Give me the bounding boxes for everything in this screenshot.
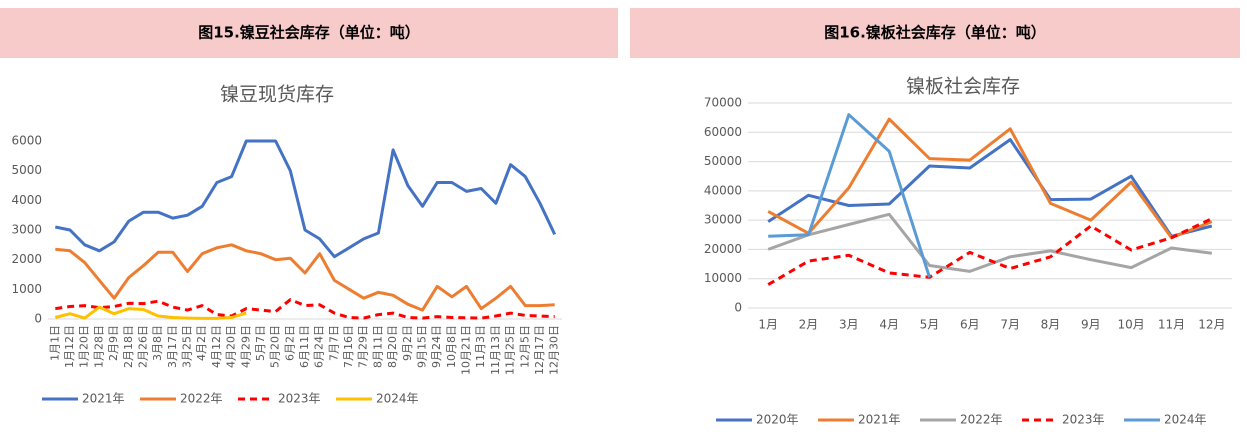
- y-tick-label: 1000: [11, 282, 42, 296]
- legend-label: 2021年: [82, 392, 125, 406]
- series-line: [768, 113, 931, 278]
- y-tick-label: 5000: [11, 163, 42, 177]
- x-tick-label: 1月28日: [92, 325, 105, 368]
- x-tick-label: 1月12日: [63, 325, 76, 368]
- x-tick-label: 2月: [799, 318, 819, 332]
- x-tick-label: 1月1日: [48, 325, 61, 361]
- y-tick-label: 70000: [704, 96, 742, 110]
- x-tick-label: 3月25日: [181, 325, 194, 368]
- series-line: [767, 217, 1213, 286]
- legend-label: 2021年: [858, 413, 901, 427]
- x-tick-label: 8月20日: [386, 325, 399, 368]
- series-line: [55, 139, 557, 259]
- y-tick-label: 6000: [11, 134, 42, 148]
- x-tick-label: 4月20日: [225, 325, 238, 368]
- y-tick-label: 50000: [704, 154, 742, 168]
- legend-label: 2022年: [180, 392, 223, 406]
- x-tick-label: 4月29日: [239, 325, 252, 368]
- chart-title: 镍豆现货库存: [220, 84, 334, 106]
- x-tick-label: 10月: [1118, 318, 1145, 332]
- x-tick-label: 5月7日: [254, 325, 267, 361]
- x-tick-label: 6月2日: [283, 325, 296, 361]
- y-tick-label: 0: [734, 301, 742, 315]
- x-tick-label: 9月: [1081, 318, 1101, 332]
- legend-label: 2023年: [278, 392, 321, 406]
- y-tick-label: 4000: [11, 193, 42, 207]
- x-tick-label: 7月7日: [327, 325, 340, 361]
- x-tick-label: 5月: [920, 318, 940, 332]
- y-tick-label: 2000: [11, 252, 42, 266]
- x-tick-label: 1月20日: [78, 325, 91, 368]
- legend-label: 2024年: [1164, 413, 1207, 427]
- y-tick-label: 60000: [704, 125, 742, 139]
- chart-title: 镍板社会库存: [906, 76, 1020, 98]
- x-tick-label: 9月15日: [415, 325, 428, 368]
- x-tick-label: 2月18日: [122, 325, 135, 368]
- caption-bar: [630, 8, 1240, 58]
- series-line: [55, 298, 555, 320]
- x-tick-label: 11月3日: [474, 325, 487, 368]
- x-tick-label: 4月2日: [195, 325, 208, 361]
- x-tick-label: 3月17日: [166, 325, 179, 368]
- legend-label: 2023年: [1062, 413, 1105, 427]
- x-tick-label: 8月11日: [371, 325, 384, 368]
- y-tick-label: 40000: [704, 183, 742, 197]
- series-line: [55, 243, 555, 312]
- x-tick-label: 4月12日: [210, 325, 223, 368]
- legend-label: 2022年: [960, 413, 1003, 427]
- x-tick-label: 1月: [758, 318, 778, 332]
- series-line: [767, 212, 1212, 273]
- x-tick-label: 12月30日: [548, 325, 561, 375]
- x-tick-label: 3月: [839, 318, 859, 332]
- y-tick-label: 10000: [704, 271, 742, 285]
- x-tick-label: 7月16日: [342, 325, 355, 368]
- x-tick-label: 12月5日: [518, 325, 531, 368]
- x-tick-label: 2月26日: [136, 325, 149, 368]
- series-line: [767, 138, 1213, 238]
- series-line: [767, 117, 1213, 240]
- x-tick-label: 10月21日: [460, 325, 473, 375]
- y-tick-label: 3000: [11, 223, 42, 237]
- series-line: [54, 305, 247, 320]
- caption-bar: [0, 8, 618, 58]
- x-tick-label: 11月25日: [504, 325, 517, 375]
- x-tick-label: 11月13日: [489, 325, 502, 375]
- x-tick-label: 9月24日: [430, 325, 443, 368]
- caption: 图15.镍豆社会库存（单位：吨）: [198, 24, 420, 42]
- y-tick-label: 0: [34, 312, 42, 326]
- x-tick-label: 6月24日: [313, 325, 326, 368]
- x-tick-label: 12月: [1198, 318, 1225, 332]
- legend-label: 2024年: [376, 392, 419, 406]
- y-tick-label: 20000: [704, 242, 742, 256]
- x-tick-label: 5月20日: [269, 325, 282, 368]
- x-tick-label: 4月: [879, 318, 899, 332]
- x-tick-label: 7月29日: [357, 325, 370, 368]
- x-tick-label: 7月: [1000, 318, 1020, 332]
- x-tick-label: 6月: [960, 318, 980, 332]
- y-tick-label: 30000: [704, 213, 742, 227]
- x-tick-label: 2月9日: [107, 325, 120, 361]
- x-tick-label: 3月8日: [151, 325, 164, 361]
- x-tick-label: 12月17日: [533, 325, 546, 375]
- x-tick-label: 9月2日: [401, 325, 414, 361]
- caption: 图16.镍板社会库存（单位：吨）: [824, 24, 1046, 42]
- x-tick-label: 11月: [1158, 318, 1185, 332]
- x-tick-label: 10月8日: [445, 325, 458, 368]
- x-tick-label: 8月: [1041, 318, 1061, 332]
- legend-label: 2020年: [756, 413, 799, 427]
- x-tick-label: 6月11日: [298, 325, 311, 368]
